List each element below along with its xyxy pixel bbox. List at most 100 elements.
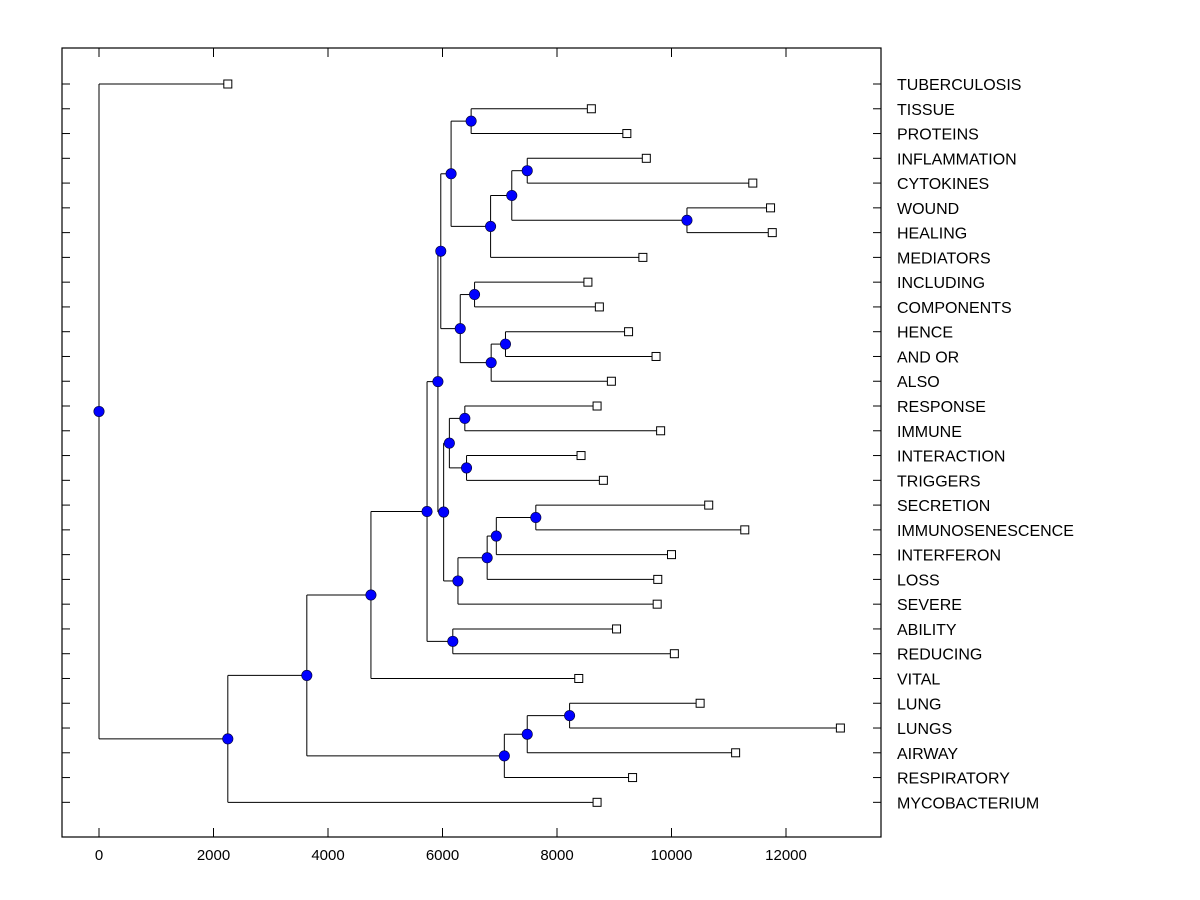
x-tick-label: 6000 — [426, 847, 459, 864]
leaf-marker — [638, 252, 648, 262]
cluster-node — [499, 338, 511, 350]
leaf-label: LOSS — [897, 572, 940, 589]
x-tick-label: 0 — [95, 847, 103, 864]
leaf-marker — [598, 475, 608, 485]
leaf-marker — [740, 525, 750, 535]
leaf-label: INFLAMMATION — [897, 151, 1017, 168]
leaf-marker — [766, 203, 776, 213]
cluster-node — [530, 511, 542, 523]
cluster-node — [498, 750, 510, 762]
leaf-marker — [622, 129, 632, 139]
node-markers — [93, 115, 693, 762]
leaf-marker — [606, 376, 616, 386]
cluster-node — [421, 505, 433, 517]
leaf-label: COMPONENTS — [897, 300, 1012, 317]
leaf-marker — [612, 624, 622, 634]
leaf-label: IMMUNE — [897, 424, 962, 441]
leaf-label: REDUCING — [897, 647, 982, 664]
x-tick-label: 10000 — [651, 847, 693, 864]
cluster-node — [301, 669, 313, 681]
cluster-node — [447, 635, 459, 647]
cluster-node — [435, 245, 447, 257]
leaf-label: PROTEINS — [897, 127, 979, 144]
x-tick-label: 2000 — [197, 847, 230, 864]
cluster-node — [481, 552, 493, 564]
cluster-node — [454, 323, 466, 335]
cluster-node — [365, 589, 377, 601]
x-tick-label: 8000 — [540, 847, 573, 864]
leaf-label: TUBERCULOSIS — [897, 77, 1021, 94]
cluster-node — [485, 220, 497, 232]
cluster-node — [490, 530, 502, 542]
cluster-node — [564, 710, 576, 722]
leaf-label: INTERACTION — [897, 449, 1005, 466]
leaf-label: ABILITY — [897, 622, 957, 639]
cluster-node — [452, 575, 464, 587]
leaf-labels: TUBERCULOSIS TISSUE PROTEINS INFLAMMATION CY… — [897, 77, 1074, 812]
leaf-label: TRIGGERS — [897, 473, 981, 490]
x-tick-label: 12000 — [765, 847, 807, 864]
leaf-marker — [594, 302, 604, 312]
cluster-node — [432, 376, 444, 388]
leaf-label: TISSUE — [897, 102, 955, 119]
leaf-label: HENCE — [897, 325, 953, 342]
leaf-marker — [767, 228, 777, 238]
leaf-marker — [695, 698, 705, 708]
leaf-marker — [586, 104, 596, 114]
cluster-node — [443, 437, 455, 449]
leaf-marker — [656, 426, 666, 436]
leaf-label: ALSO — [897, 374, 940, 391]
leaf-label: HEALING — [897, 226, 967, 243]
cluster-node — [521, 728, 533, 740]
leaf-marker — [576, 451, 586, 461]
dendrogram-branches — [98, 83, 841, 803]
leaf-label: AIRWAY — [897, 746, 958, 763]
leaf-marker — [835, 723, 845, 733]
leaf-label: VITAL — [897, 671, 940, 688]
cluster-node — [461, 462, 473, 474]
leaf-label: RESPONSE — [897, 399, 986, 416]
leaf-marker — [592, 401, 602, 411]
cluster-node — [438, 506, 450, 518]
leaf-label: RESPIRATORY — [897, 771, 1010, 788]
cluster-node — [485, 357, 497, 369]
leaf-marker — [628, 773, 638, 783]
leaf-marker — [669, 649, 679, 659]
cluster-node — [506, 189, 518, 201]
leaf-label: CYTOKINES — [897, 176, 989, 193]
leaf-marker — [667, 550, 676, 560]
leaf-marker — [748, 178, 758, 188]
x-ticks: 0 2000 4000 6000 8000 10000 12000 — [95, 48, 807, 864]
leaf-label: LUNGS — [897, 721, 952, 738]
y-ticks — [62, 83, 881, 803]
leaf-label: AND OR — [897, 349, 959, 366]
cluster-node — [465, 115, 477, 127]
leaf-label: INTERFERON — [897, 548, 1001, 565]
leaf-label: MYCOBACTERIUM — [897, 795, 1039, 812]
leaf-marker — [731, 748, 741, 758]
leaf-marker — [574, 673, 584, 683]
leaf-marker — [583, 277, 593, 287]
leaf-marker — [624, 327, 634, 337]
leaf-marker — [653, 574, 663, 584]
leaf-marker — [651, 351, 661, 361]
leaf-label: WOUND — [897, 201, 959, 218]
cluster-node — [521, 165, 533, 177]
leaf-label: MEDIATORS — [897, 250, 991, 267]
leaf-label: SECRETION — [897, 498, 990, 515]
leaf-label: LUNG — [897, 696, 941, 713]
cluster-node — [93, 405, 105, 417]
plot-frame — [61, 47, 882, 838]
leaf-marker — [704, 500, 714, 510]
leaf-markers — [223, 79, 845, 807]
leaf-marker — [652, 599, 662, 609]
cluster-node — [222, 733, 234, 745]
x-tick-label: 4000 — [311, 847, 344, 864]
leaf-marker — [223, 79, 233, 89]
cluster-node — [459, 412, 471, 424]
cluster-node — [681, 214, 693, 226]
cluster-node — [445, 168, 457, 180]
leaf-marker — [592, 797, 602, 807]
leaf-label: IMMUNOSENESCENCE — [897, 523, 1074, 540]
